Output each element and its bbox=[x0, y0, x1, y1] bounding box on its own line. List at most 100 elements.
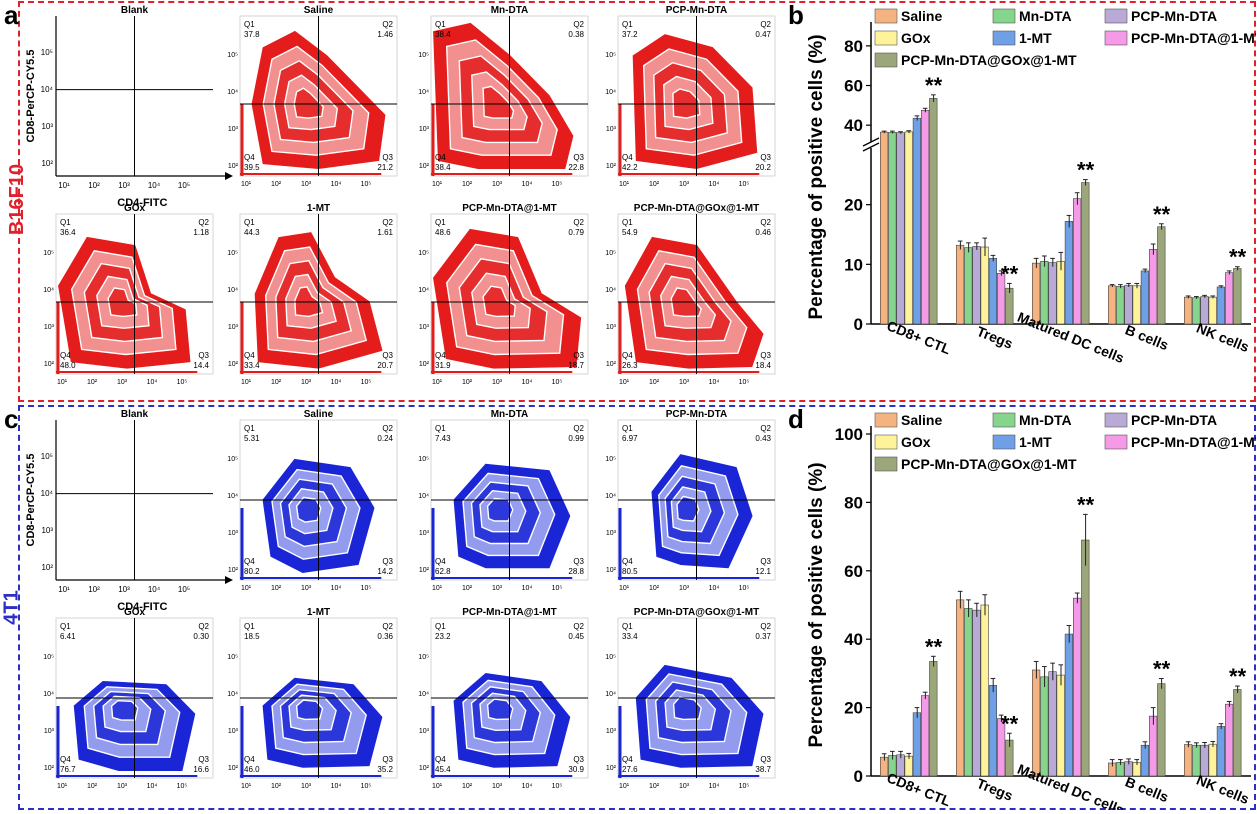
significance-label: ** bbox=[1001, 711, 1019, 736]
q3-value: 12.1 bbox=[755, 567, 771, 576]
q4-value: 80.5 bbox=[622, 567, 638, 576]
x-category-label: Tregs bbox=[975, 323, 1016, 352]
x-tick-label: 10² bbox=[271, 181, 282, 188]
q2-label: Q2 bbox=[382, 20, 393, 29]
x-tick-label: 10³ bbox=[301, 783, 312, 790]
y-tick-label: 10⁵ bbox=[41, 452, 53, 461]
flow-plot-title: 1-MT bbox=[307, 607, 330, 618]
bar bbox=[1107, 285, 1117, 325]
q4-label: Q4 bbox=[435, 755, 446, 764]
y-tick-label: 20 bbox=[844, 699, 863, 718]
q3-label: Q3 bbox=[760, 351, 771, 360]
q1-value: 23.2 bbox=[435, 632, 451, 641]
bar bbox=[1124, 284, 1133, 325]
q1-label: Q1 bbox=[435, 20, 446, 29]
flow-plot-title: PCP-Mn-DTA@GOx@1-MT bbox=[634, 607, 759, 618]
legend-label: PCP-Mn-DTA bbox=[1131, 8, 1217, 24]
bar bbox=[972, 246, 981, 325]
x-axis-label: CD4-FITC bbox=[117, 601, 167, 613]
q2-label: Q2 bbox=[573, 218, 584, 227]
y-tick-label: 10³ bbox=[606, 728, 617, 735]
y-tick-label: 10² bbox=[228, 765, 239, 772]
x-tick-label: 10⁴ bbox=[709, 379, 720, 386]
flow-plot-title: Blank bbox=[121, 5, 149, 16]
y-tick-label: 10⁴ bbox=[227, 287, 238, 294]
density-contour-ring bbox=[482, 85, 515, 119]
x-tick-label: 10⁴ bbox=[522, 783, 533, 790]
q1-label: Q1 bbox=[244, 20, 255, 29]
x-tick-label: 10³ bbox=[301, 379, 312, 386]
x-tick-label: 10³ bbox=[301, 181, 312, 188]
y-tick-label: 10² bbox=[228, 361, 239, 368]
q4-label: Q4 bbox=[622, 557, 633, 566]
bar bbox=[1040, 676, 1049, 777]
x-tick-label: 10⁴ bbox=[331, 181, 342, 188]
x-tick-label: 10⁵ bbox=[552, 783, 563, 790]
y-axis-title: Percentage of positive cells (%) bbox=[806, 462, 827, 747]
legend-label: Saline bbox=[901, 412, 942, 428]
q1-value: 5.31 bbox=[244, 434, 260, 443]
b16f10-panel-border bbox=[18, 1, 1256, 402]
y-tick-label: 10⁴ bbox=[418, 89, 429, 96]
x-tick-label: 10¹ bbox=[57, 783, 68, 790]
x-tick-label: 10¹ bbox=[432, 379, 443, 386]
q2-value: 0.38 bbox=[568, 30, 584, 39]
legend-swatch bbox=[1104, 412, 1128, 428]
x-tick-label: 10⁴ bbox=[331, 585, 342, 592]
bar bbox=[1224, 272, 1234, 325]
legend-swatch bbox=[874, 8, 898, 24]
legend-swatch bbox=[874, 412, 898, 428]
x-tick-label: 10¹ bbox=[432, 585, 443, 592]
q4-value: 46.0 bbox=[244, 765, 260, 774]
q3-value: 16.6 bbox=[193, 765, 209, 774]
density-contour-ring bbox=[295, 699, 324, 721]
bar bbox=[1148, 715, 1158, 777]
y-tick-label: 10² bbox=[41, 159, 53, 168]
legend-label: Mn-DTA bbox=[1019, 8, 1072, 24]
bar bbox=[1233, 268, 1242, 325]
bar bbox=[956, 599, 965, 777]
legend-label: Mn-DTA bbox=[1019, 412, 1072, 428]
flow-plot: Blank CD4-FITC CD8-PerCP-CY5.5 10¹ 10² 10³ 10⁴… bbox=[25, 5, 233, 209]
x-tick-label: 10² bbox=[87, 379, 98, 386]
panel-letter-c: c bbox=[4, 404, 19, 434]
legend-swatch bbox=[992, 434, 1016, 450]
bar bbox=[904, 131, 913, 325]
significance-label: ** bbox=[925, 73, 943, 98]
y-tick-label: 10⁵ bbox=[605, 52, 616, 59]
q2-value: 0.79 bbox=[568, 228, 584, 237]
q2-value: 0.37 bbox=[755, 632, 771, 641]
y-tick-label: 10² bbox=[419, 567, 430, 574]
y-tick-label: 10³ bbox=[419, 126, 430, 133]
q3-label: Q3 bbox=[573, 557, 584, 566]
q4-label: Q4 bbox=[60, 351, 71, 360]
x-tick-label: 10³ bbox=[679, 585, 690, 592]
q3-label: Q3 bbox=[382, 153, 393, 162]
y-tick-label: 10⁵ bbox=[605, 250, 616, 257]
y-tick-label: 10⁵ bbox=[605, 456, 616, 463]
bar bbox=[1048, 262, 1057, 325]
y-tick-label: 10⁵ bbox=[227, 654, 238, 661]
y-tick-label: 40 bbox=[844, 116, 863, 135]
bar bbox=[1064, 221, 1074, 325]
4t1-bar-chart: 0 20 40 60 80 100 Percentage of positive cells… bbox=[806, 412, 1256, 810]
q2-label: Q2 bbox=[760, 20, 771, 29]
q3-value: 14.2 bbox=[377, 567, 393, 576]
flow-plot-title: GOx bbox=[124, 607, 146, 618]
q2-label: Q2 bbox=[382, 424, 393, 433]
q3-value: 22.8 bbox=[568, 163, 584, 172]
q3-label: Q3 bbox=[760, 153, 771, 162]
axis-break-mark bbox=[862, 142, 880, 152]
x-tick-label: 10² bbox=[462, 585, 473, 592]
x-tick-label: 10⁴ bbox=[709, 585, 720, 592]
legend-swatch bbox=[1104, 8, 1128, 24]
q2-label: Q2 bbox=[573, 20, 584, 29]
q4-label: Q4 bbox=[244, 351, 255, 360]
q2-label: Q2 bbox=[382, 218, 393, 227]
x-tick-label: 10⁵ bbox=[361, 379, 372, 386]
q3-label: Q3 bbox=[382, 755, 393, 764]
bar bbox=[1233, 689, 1242, 777]
